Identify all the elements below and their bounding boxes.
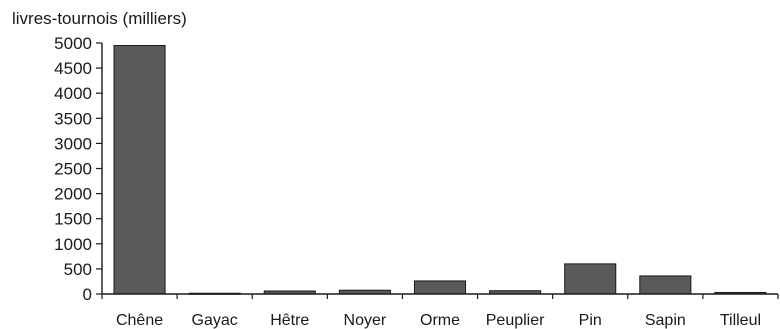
- x-tick-label: Orme: [420, 312, 460, 329]
- y-tick-label: 1000: [54, 235, 92, 254]
- y-tick-label: 2500: [54, 160, 92, 179]
- x-tick-label: Gayac: [192, 312, 238, 329]
- x-tick-label: Noyer: [344, 312, 387, 329]
- y-axis-ticks: 0 500 1000 1500 2000 2500 3000 3500 4000 4500 5000: [54, 34, 102, 304]
- y-tick-label: 4500: [54, 59, 92, 78]
- y-tick-label: 5000: [54, 34, 92, 53]
- bar: [113, 45, 166, 295]
- y-tick-label: 0: [83, 285, 92, 304]
- x-tick-label: Chêne: [116, 312, 163, 329]
- bar: [564, 263, 617, 295]
- bar: [639, 275, 692, 295]
- x-tick-label: Tilleul: [720, 312, 761, 329]
- y-tick-label: 2000: [54, 185, 92, 204]
- x-tick-label: Hêtre: [270, 312, 309, 329]
- y-tick-label: 3000: [54, 134, 92, 153]
- bar: [413, 280, 467, 295]
- x-tick-label: Pin: [579, 312, 602, 329]
- x-axis-ticks: Chêne Gayac Hêtre Noyer Orme Peuplier Pin Sapin…: [101, 294, 779, 329]
- x-tick-label: Peuplier: [486, 312, 545, 329]
- bars: [113, 45, 767, 295]
- y-tick-label: 3500: [54, 109, 92, 128]
- x-tick-label: Sapin: [645, 312, 686, 329]
- y-tick-label: 500: [64, 260, 92, 279]
- y-axis-label: livres-tournois (milliers): [12, 9, 187, 28]
- y-tick-label: 1500: [54, 210, 92, 229]
- y-tick-label: 4000: [54, 84, 92, 103]
